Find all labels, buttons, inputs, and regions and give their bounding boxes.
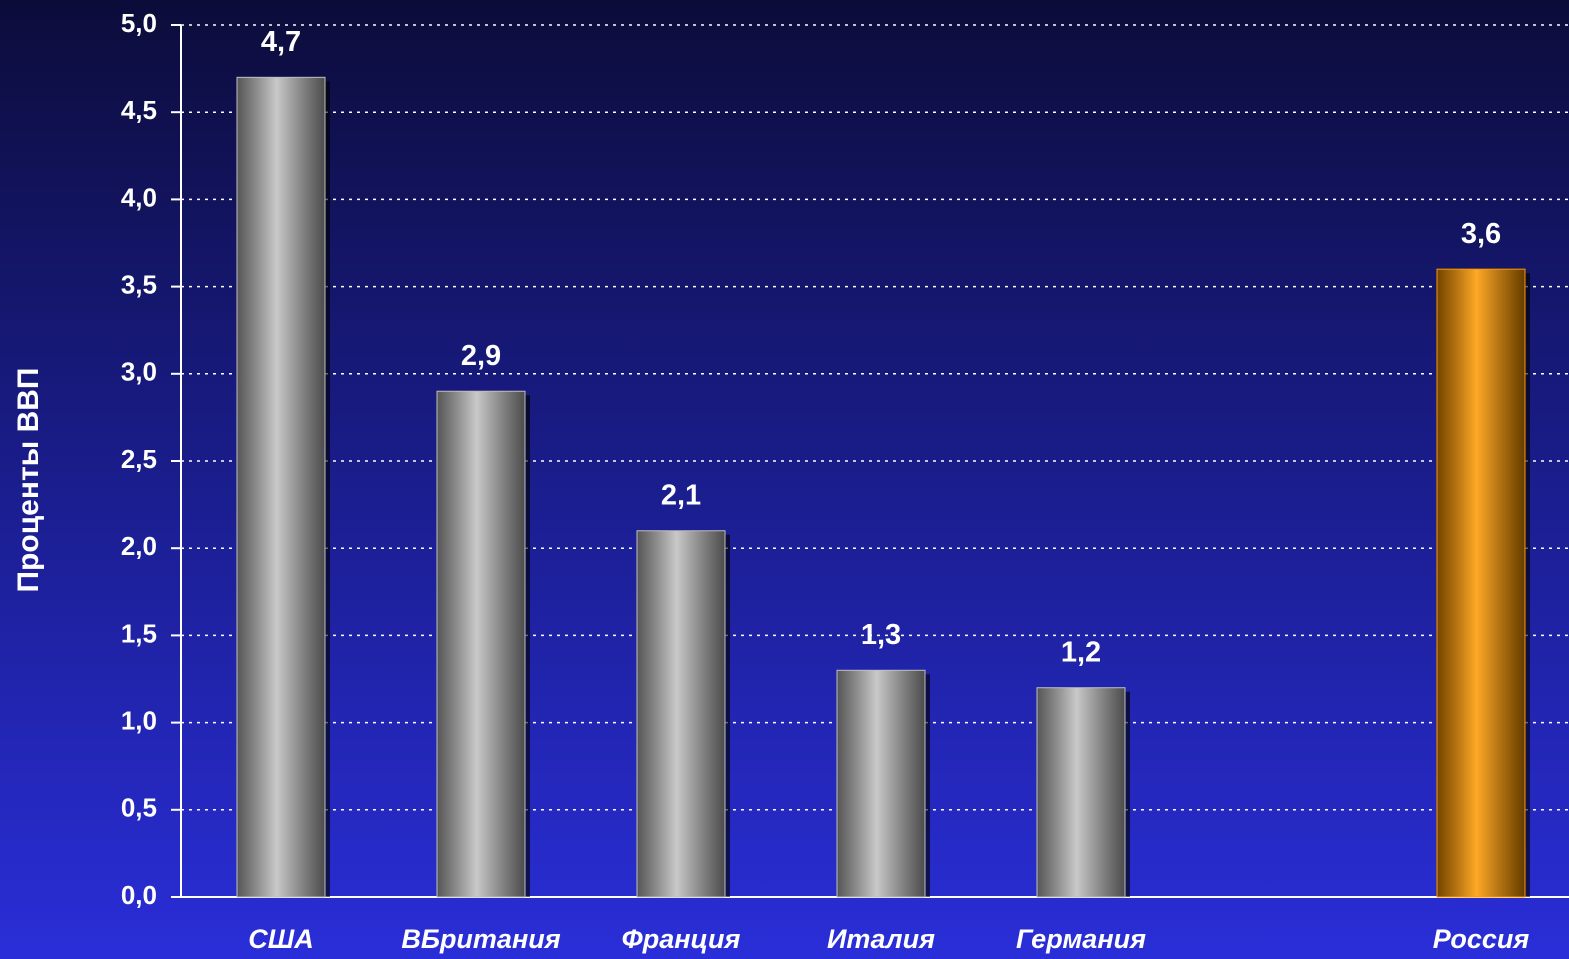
value-label: 2,9 [461, 340, 501, 372]
bar [836, 669, 926, 898]
value-label: 3,6 [1461, 218, 1501, 250]
bar [1036, 687, 1126, 898]
value-label: 4,7 [261, 26, 301, 58]
y-axis-label: Проценты ВВП [12, 368, 45, 593]
bar [636, 530, 726, 898]
y-tick-label: 5,0 [121, 8, 157, 38]
x-tick-label: США [248, 924, 313, 954]
x-tick-label: Франция [622, 924, 741, 954]
y-tick-label: 0,0 [121, 880, 157, 910]
bar [236, 76, 326, 898]
y-tick-label: 3,0 [121, 357, 157, 387]
y-tick-label: 4,5 [121, 95, 157, 125]
bar [1436, 268, 1526, 898]
y-tick-label: 1,5 [121, 618, 157, 648]
value-label: 1,2 [1061, 636, 1101, 668]
x-tick-label: Германия [1016, 924, 1146, 954]
value-label: 2,1 [661, 479, 701, 511]
x-tick-label: Италия [827, 924, 935, 954]
y-tick-label: 4,0 [121, 182, 157, 212]
y-tick-label: 0,5 [121, 793, 157, 823]
value-label: 1,3 [861, 619, 901, 651]
y-tick-label: 1,0 [121, 705, 157, 735]
x-tick-label: Россия [1433, 924, 1530, 954]
bar [436, 390, 526, 898]
y-tick-label: 2,0 [121, 531, 157, 561]
x-tick-label: ВБритания [401, 924, 560, 954]
y-tick-label: 3,5 [121, 269, 157, 299]
y-tick-label: 2,5 [121, 444, 157, 474]
